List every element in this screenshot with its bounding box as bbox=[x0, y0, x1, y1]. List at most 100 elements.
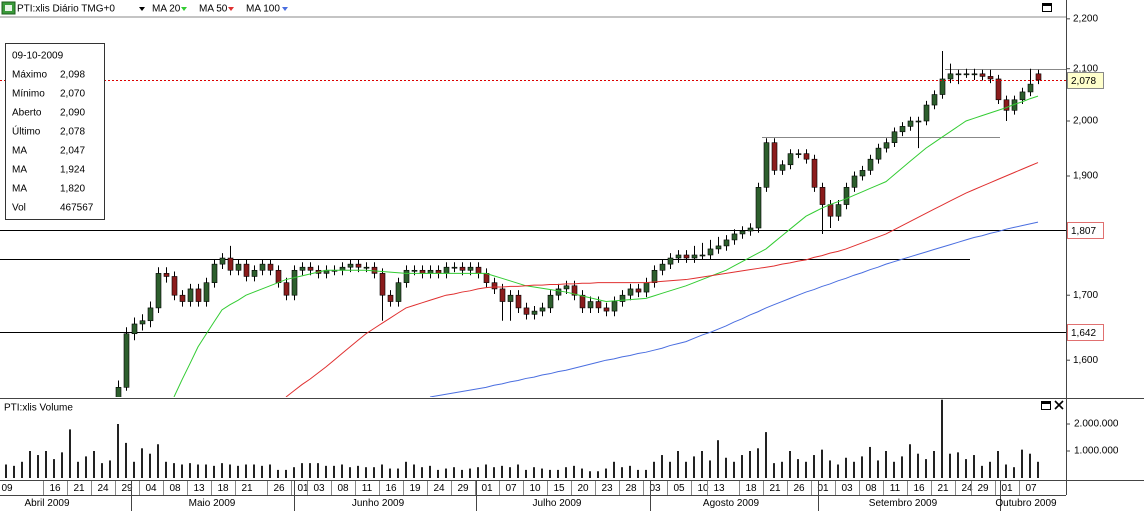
candle-body bbox=[699, 254, 706, 257]
candle-body bbox=[507, 294, 514, 302]
candle-body bbox=[459, 266, 466, 271]
volume-bar bbox=[277, 469, 279, 478]
candle-body bbox=[579, 294, 586, 309]
candle-body bbox=[499, 288, 506, 302]
x-tick-label: 21 bbox=[937, 483, 949, 494]
volume-bar bbox=[301, 463, 303, 478]
candle-body bbox=[387, 294, 394, 302]
volume-bar bbox=[13, 465, 15, 478]
volume-header: PTI:xlis Volume bbox=[4, 400, 1064, 414]
x-tick-label: 01 bbox=[481, 483, 493, 494]
candle-body bbox=[139, 320, 146, 325]
volume-bar bbox=[781, 461, 783, 478]
candle-body bbox=[523, 307, 530, 315]
x-tick-label: 21 bbox=[241, 483, 253, 494]
volume-bar bbox=[805, 461, 807, 478]
volume-bar bbox=[981, 465, 983, 478]
month-label: Maio 2009 bbox=[189, 498, 236, 509]
volume-bar bbox=[933, 451, 935, 478]
info-label: MA bbox=[12, 146, 27, 157]
x-tick-label: 24 bbox=[433, 483, 445, 494]
volume-bar bbox=[197, 464, 199, 478]
candle-body bbox=[451, 266, 458, 269]
volume-bar bbox=[293, 467, 295, 478]
legend-dropdown bbox=[282, 7, 288, 11]
candle-body bbox=[491, 282, 498, 290]
volume-bar bbox=[21, 461, 23, 478]
candle-body bbox=[155, 273, 162, 309]
info-date: 09-10-2009 bbox=[12, 51, 64, 62]
dropdown-arrow[interactable] bbox=[139, 7, 145, 11]
chart-title: PTI:xlis Diário TMG+0 bbox=[17, 4, 115, 15]
candle-body bbox=[403, 269, 410, 283]
y-tick-label: 1,600 bbox=[1073, 355, 1098, 366]
volume-bar bbox=[957, 452, 959, 478]
candle-body bbox=[867, 158, 874, 171]
symbol-icon-inner bbox=[5, 5, 12, 11]
volume-bar bbox=[45, 451, 47, 478]
volume-bar bbox=[845, 457, 847, 478]
candle-body bbox=[355, 263, 362, 268]
candle-body bbox=[1035, 73, 1042, 81]
volume-bar bbox=[589, 471, 591, 478]
volume-bar bbox=[253, 464, 255, 478]
x-tick-label: 28 bbox=[625, 483, 637, 494]
close-button[interactable] bbox=[1054, 400, 1064, 410]
x-tick-label: 08 bbox=[865, 483, 877, 494]
candle-body bbox=[643, 282, 650, 293]
candle-body bbox=[691, 254, 698, 259]
volume-bar bbox=[133, 461, 135, 478]
candle-body bbox=[739, 230, 746, 235]
x-tick-label: 20 bbox=[577, 483, 589, 494]
maximize-button[interactable] bbox=[1042, 3, 1052, 12]
y-tick-label: 1.000.000 bbox=[1074, 446, 1119, 457]
last-price-label: 2,078 bbox=[1071, 76, 1096, 87]
volume-title: PTI:xlis Volume bbox=[4, 403, 73, 414]
volume-bar bbox=[397, 468, 399, 478]
candle-body bbox=[475, 266, 482, 274]
volume-bar bbox=[893, 461, 895, 478]
volume-bar bbox=[509, 467, 511, 478]
candle-body bbox=[859, 170, 866, 177]
info-value: 467567 bbox=[60, 203, 94, 214]
legend-entry: MA 100 bbox=[246, 4, 280, 15]
volume-bar bbox=[141, 448, 143, 478]
candle-body bbox=[683, 254, 690, 259]
volume-bar bbox=[909, 444, 911, 478]
candle-body bbox=[171, 276, 178, 296]
candle-body bbox=[219, 257, 226, 265]
x-tick-label: 26 bbox=[273, 483, 285, 494]
candle-body bbox=[915, 120, 922, 123]
candle-body bbox=[723, 239, 730, 247]
volume-bar bbox=[349, 467, 351, 478]
candle-body bbox=[667, 257, 674, 265]
volume-bar bbox=[525, 469, 527, 478]
volume-bar bbox=[493, 467, 495, 478]
x-tick-label: 08 bbox=[169, 483, 181, 494]
x-tick-label: 16 bbox=[913, 483, 925, 494]
volume-bar bbox=[549, 469, 551, 478]
volume-bar bbox=[317, 463, 319, 478]
month-label: Outubro 2009 bbox=[995, 498, 1057, 509]
maximize-button[interactable] bbox=[1041, 401, 1051, 410]
candle-body bbox=[291, 269, 298, 296]
volume-bar bbox=[925, 459, 927, 478]
candle-body bbox=[347, 263, 354, 268]
volume-bar bbox=[869, 446, 871, 478]
volume-bar bbox=[789, 451, 791, 478]
candle-body bbox=[515, 294, 522, 309]
volume-bar bbox=[973, 455, 975, 478]
x-tick-label: 11 bbox=[362, 483, 373, 494]
volume-bar bbox=[221, 463, 223, 478]
candle-body bbox=[259, 263, 266, 271]
volume-bar bbox=[717, 440, 719, 478]
candle-body bbox=[795, 153, 802, 155]
candle-body bbox=[835, 204, 842, 217]
legend-dropdown bbox=[181, 7, 187, 11]
x-tick-label: 08 bbox=[337, 483, 349, 494]
moving-average-line bbox=[173, 95, 1039, 397]
volume-bar bbox=[405, 461, 407, 478]
volume-bar bbox=[389, 468, 391, 478]
volume-bar bbox=[341, 464, 343, 478]
